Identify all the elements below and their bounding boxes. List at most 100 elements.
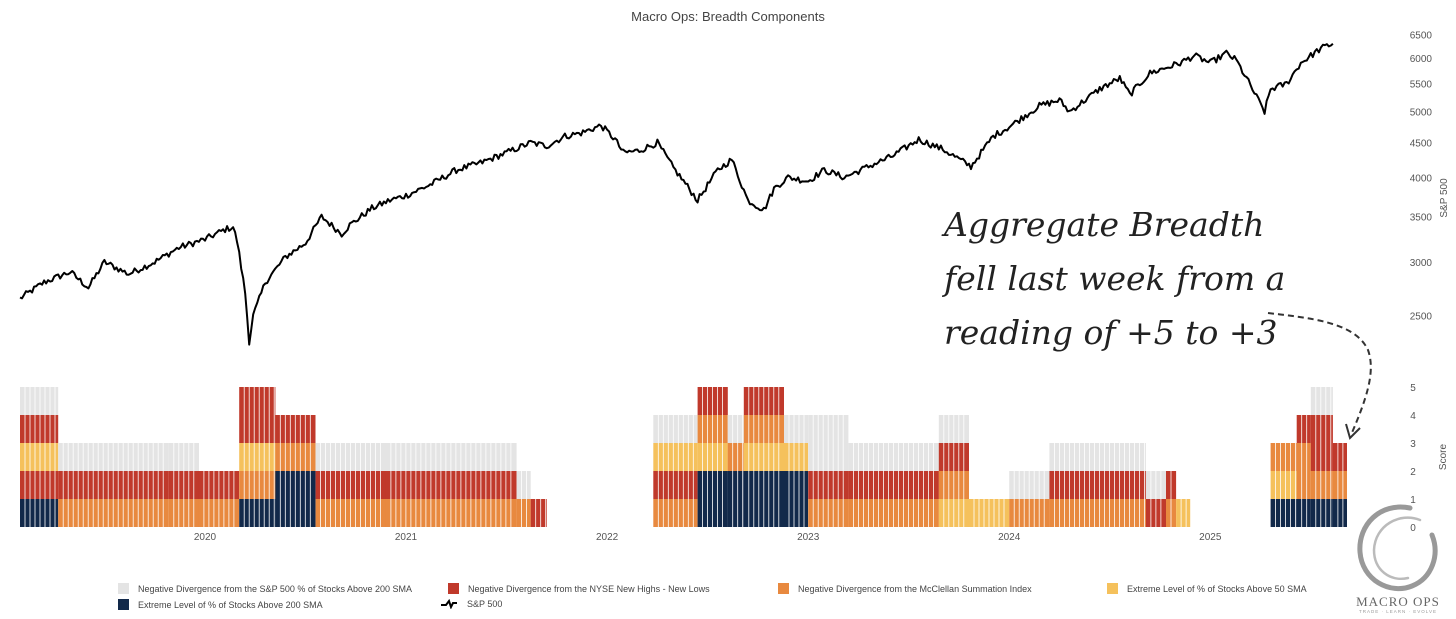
legend-item-sp500[interactable]: S&P 500	[440, 599, 502, 609]
annotation-line: reading of +5 to +3	[944, 313, 1278, 352]
score-bar-segment	[1270, 443, 1297, 471]
annotation-line: Aggregate Breadth	[944, 205, 1265, 244]
score-bar-segment	[784, 471, 809, 499]
score-tick-label: 0	[1410, 523, 1416, 534]
annotation-line: fell last week from a	[944, 259, 1286, 298]
sp500-tick-label: 6000	[1410, 54, 1433, 65]
score-bar-segment	[727, 499, 744, 527]
score-bar-segment	[1310, 443, 1333, 471]
annotation-text: Aggregate Breadth fell last week from a …	[944, 198, 1344, 360]
year-tick-label: 2020	[194, 532, 217, 543]
score-bar-segment	[20, 499, 59, 527]
score-bar-segment	[516, 499, 531, 527]
score-bar-segment	[784, 499, 809, 527]
score-bar-segment	[239, 443, 276, 471]
score-bar-segment	[784, 415, 809, 443]
score-bar-segment	[1296, 499, 1311, 527]
score-bar-segment	[727, 443, 744, 471]
legend-label: Extreme Level of % of Stocks Above 50 SM…	[1127, 583, 1307, 594]
year-tick-label: 2025	[1199, 532, 1222, 543]
score-bar-segment	[1176, 499, 1191, 527]
score-bar-segment	[653, 415, 698, 443]
legend-label: Negative Divergence from the NYSE New Hi…	[468, 583, 710, 594]
score-tick-label: 5	[1410, 383, 1416, 394]
score-bar-segment	[239, 471, 276, 499]
sp500-tick-label: 6500	[1410, 30, 1433, 41]
score-bar-segment	[1296, 443, 1311, 471]
sp500-line	[19, 42, 1334, 346]
score-bar-segment	[653, 499, 698, 527]
legend-item-200sma-extreme[interactable]: Extreme Level of % of Stocks Above 200 S…	[118, 599, 323, 610]
score-bar-segment	[1310, 471, 1333, 499]
score-bar-segment	[1296, 471, 1311, 499]
legend-swatch	[1107, 583, 1118, 594]
legend-label: Negative Divergence from the McClellan S…	[798, 583, 1032, 594]
score-bar-segment	[20, 415, 59, 443]
legend-swatch	[448, 583, 459, 594]
score-tick-label: 3	[1410, 439, 1416, 450]
score-bar-segment	[653, 471, 698, 499]
legend-item-sp-divergence[interactable]: Negative Divergence from the S&P 500 % o…	[118, 583, 412, 594]
legend-swatch	[778, 583, 789, 594]
legend-label: Extreme Level of % of Stocks Above 200 S…	[138, 599, 323, 610]
score-bar-segment	[1049, 499, 1146, 527]
score-bar-segment	[727, 471, 744, 499]
year-axis: 2020 2021 2022 2023 2024 2025	[194, 532, 1222, 543]
score-tick-label: 1	[1410, 495, 1416, 506]
score-bar-segment	[1270, 499, 1297, 527]
score-bar-segment	[239, 499, 276, 527]
score-bar-segment	[1049, 443, 1146, 471]
year-tick-label: 2021	[395, 532, 418, 543]
chart-title: Macro Ops: Breadth Components	[631, 9, 825, 24]
sp500-tick-label: 4500	[1410, 139, 1433, 150]
sp500-tick-label: 3500	[1410, 213, 1433, 224]
logo-tagline: TRADE · LEARN · EVOLVE	[1359, 609, 1437, 614]
sp500-axis-title: S&P 500	[1439, 178, 1450, 218]
legend-item-50sma-extreme[interactable]: Extreme Level of % of Stocks Above 50 SM…	[1107, 583, 1307, 594]
score-axis-title: Score	[1438, 444, 1449, 471]
score-tick-label: 4	[1410, 411, 1416, 422]
score-bar-segment	[20, 387, 59, 415]
legend-swatch	[118, 583, 129, 594]
score-bar-segment	[1310, 415, 1333, 443]
score-bar-segment	[1296, 415, 1311, 443]
legend-item-nyse-divergence[interactable]: Negative Divergence from the NYSE New Hi…	[448, 583, 710, 594]
sp500-tick-label: 2500	[1410, 312, 1433, 323]
legend-line-swatch	[441, 599, 457, 609]
legend-label: S&P 500	[467, 599, 503, 609]
sp500-tick-label: 4000	[1410, 173, 1433, 184]
logo-swirl-icon	[1357, 504, 1438, 592]
score-bar-segment	[1332, 443, 1347, 471]
logo-swirl-inner-icon	[1372, 516, 1422, 581]
score-bar-segment	[1310, 499, 1333, 527]
year-tick-label: 2023	[797, 532, 820, 543]
year-tick-label: 2024	[998, 532, 1021, 543]
score-bars	[20, 387, 1347, 527]
logo-wordmark: MACRO OPS	[1356, 594, 1440, 609]
score-bar-segment	[20, 443, 59, 471]
annotation-arrowhead	[1345, 423, 1361, 440]
score-bar-segment	[1049, 471, 1146, 499]
score-bar-segment	[653, 443, 698, 471]
score-bar-segment	[1310, 387, 1333, 415]
annotation-arrow	[1267, 312, 1372, 436]
score-axis: 0 1 2 3 4 5	[1410, 383, 1416, 534]
legend-item-mcclellan-divergence[interactable]: Negative Divergence from the McClellan S…	[778, 583, 1032, 594]
score-bar-segment	[1332, 471, 1347, 499]
score-bar-segment	[784, 443, 809, 471]
score-bar-segment	[239, 387, 276, 415]
sp500-tick-label: 3000	[1410, 258, 1433, 269]
score-bar-segment	[239, 415, 276, 443]
score-bar-segment	[530, 499, 547, 527]
score-tick-label: 2	[1410, 467, 1416, 478]
score-bar-segment	[516, 471, 531, 499]
score-bar-segment	[727, 415, 744, 443]
score-bar-segment	[1332, 499, 1347, 527]
sp500-tick-label: 5500	[1410, 80, 1433, 91]
score-bar-segment	[1270, 471, 1297, 499]
sp500-axis: 2500 3000 3500 4000 4500 5000 5500 6000 6500	[1410, 30, 1433, 322]
macro-ops-logo	[1357, 504, 1438, 592]
year-tick-label: 2022	[596, 532, 619, 543]
legend-label: Negative Divergence from the S&P 500 % o…	[138, 583, 412, 594]
